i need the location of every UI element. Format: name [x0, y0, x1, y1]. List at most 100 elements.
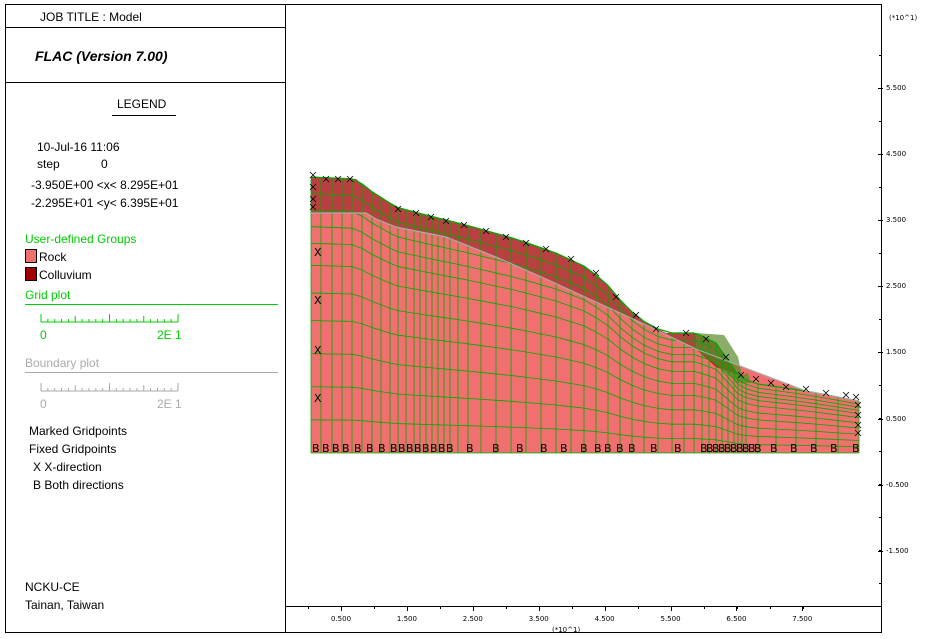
x-tick-label: 1.500 — [396, 615, 417, 623]
x-minor-tick — [803, 606, 804, 609]
job-title: JOB TITLE : Model — [5, 4, 286, 28]
b-marker: B — [516, 442, 524, 455]
x-direction-key: X X-direction — [33, 460, 102, 474]
x-tick-label: 3.500 — [528, 615, 549, 623]
y-minor-tick — [879, 451, 882, 452]
marked-gridpoint — [482, 227, 490, 235]
b-marker: B — [748, 442, 756, 455]
b-marker: B — [770, 442, 778, 455]
grid-row-line — [310, 226, 860, 411]
marked-gridpoint — [442, 217, 450, 225]
y-minor-tick — [879, 583, 882, 584]
grid-row-line — [310, 264, 860, 419]
y-minor-tick — [879, 484, 882, 485]
b-marker: B — [730, 442, 738, 455]
x-tick-label: 6.500 — [726, 615, 747, 623]
b-marker: B — [312, 442, 320, 455]
x-minor-tick — [572, 606, 573, 609]
boundary-plot-heading: Boundary plot — [25, 356, 100, 370]
marked-gridpoint — [309, 203, 317, 211]
y-minor-tick — [879, 253, 882, 254]
grid-row-line — [310, 320, 860, 429]
x-tick-label: 2.500 — [462, 615, 483, 623]
x-tick-label: 4.500 — [594, 615, 615, 623]
rock-swatch — [25, 249, 37, 263]
y-multiplier: (*10^1) — [889, 14, 918, 22]
grid-plot-rule — [25, 304, 278, 305]
b-marker: B — [466, 442, 474, 455]
y-range: -2.295E+01 <y< 6.395E+01 — [31, 196, 179, 210]
b-marker: B — [830, 442, 838, 455]
b-marker: B — [342, 442, 350, 455]
marked-gridpoint — [309, 195, 317, 203]
marked-gridpoint — [412, 209, 420, 217]
grid-scale-min: 0 — [40, 328, 47, 342]
colluvium-toe — [696, 333, 751, 383]
b-marker: B — [706, 442, 714, 455]
b-marker: B — [390, 442, 398, 455]
marked-gridpoint — [309, 183, 317, 191]
y-minor-tick — [879, 319, 882, 320]
x-marker: X — [314, 392, 322, 405]
both-directions-key: B Both directions — [33, 478, 124, 492]
b-marker: B — [736, 442, 744, 455]
grid-row-line — [310, 193, 860, 405]
b-marker: B — [810, 442, 818, 455]
colluvium-region — [311, 177, 738, 375]
plot-frame — [5, 4, 882, 633]
marked-gridpoint — [502, 233, 510, 241]
x-axis-line — [286, 606, 882, 607]
x-multiplier: (*10^1) — [552, 626, 581, 634]
rock-label: Rock — [39, 250, 67, 264]
boundary-scale-max: 2E 1 — [157, 397, 182, 411]
marked-gridpoint — [334, 175, 342, 183]
y-minor-tick — [879, 418, 882, 419]
x-tick-label: 5.500 — [660, 615, 681, 623]
date-time: 10-Jul-16 11:06 — [37, 140, 120, 154]
b-marker: B — [438, 442, 446, 455]
x-marker: X — [314, 294, 322, 307]
step-label: step — [37, 157, 60, 171]
surface-line — [310, 176, 860, 402]
institution: NCKU-CE — [25, 580, 80, 594]
boundary-plot-rule — [25, 372, 278, 373]
marked-gridpoint — [522, 239, 530, 247]
marked-gridpoint — [542, 245, 550, 253]
marked-gridpoint — [394, 205, 402, 213]
b-marker: B — [540, 442, 548, 455]
x-minor-tick — [440, 606, 441, 609]
y-tick-label: -0.500 — [886, 480, 909, 489]
y-minor-tick — [879, 517, 882, 518]
b-marker: B — [742, 442, 750, 455]
b-marker: B — [616, 442, 624, 455]
boundary-scale-bar — [40, 383, 179, 392]
b-marker: B — [560, 442, 568, 455]
y-minor-tick — [879, 154, 882, 155]
marked-gridpoint — [854, 411, 862, 419]
grid-row-line — [310, 292, 860, 424]
grid-row-line — [310, 419, 860, 448]
x-minor-tick — [374, 606, 375, 609]
step-value: 0 — [101, 157, 108, 171]
b-marker: B — [414, 442, 422, 455]
b-marker: B — [790, 442, 798, 455]
fixed-gridpoints: Fixed Gridpoints — [29, 442, 117, 456]
b-marker: B — [674, 442, 682, 455]
b-marker: B — [580, 442, 588, 455]
legend-underline — [112, 115, 176, 116]
marked-gridpoint — [427, 213, 435, 221]
marked-gridpoint — [567, 255, 575, 263]
marked-gridpoint — [722, 353, 730, 361]
b-marker: B — [322, 442, 330, 455]
colluvium-swatch — [25, 267, 37, 281]
y-tick-label: 2.500 — [886, 282, 907, 291]
x-minor-tick — [308, 606, 309, 609]
y-tick-label: 4.500 — [886, 150, 907, 159]
b-marker: B — [594, 442, 602, 455]
b-marker: B — [492, 442, 500, 455]
marked-gridpoint — [682, 329, 690, 337]
marked-gridpoint — [702, 335, 710, 343]
y-minor-tick — [879, 88, 882, 89]
b-marker: B — [398, 442, 406, 455]
